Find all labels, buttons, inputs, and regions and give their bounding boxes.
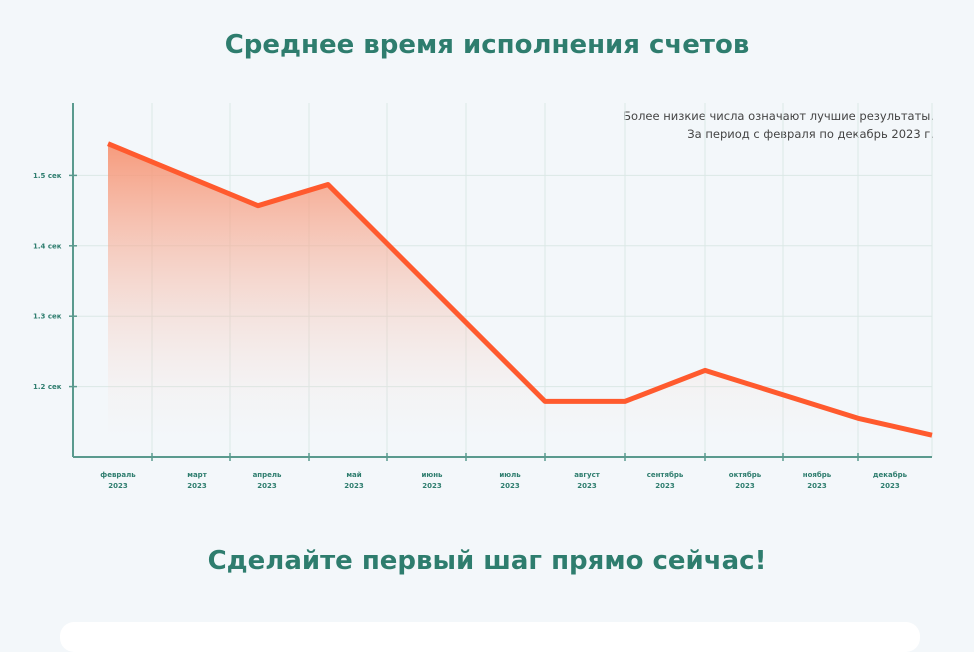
y-tick-label: 1.3 сек — [33, 313, 62, 321]
bottom-card — [60, 622, 920, 652]
y-tick-label: 1.2 сек — [33, 383, 62, 391]
call-to-action-heading: Сделайте первый шаг прямо сейчас! — [0, 546, 974, 576]
y-tick-label: 1.4 сек — [33, 242, 62, 250]
y-tick-label: 1.5 сек — [33, 172, 62, 180]
area-fill — [108, 144, 932, 437]
